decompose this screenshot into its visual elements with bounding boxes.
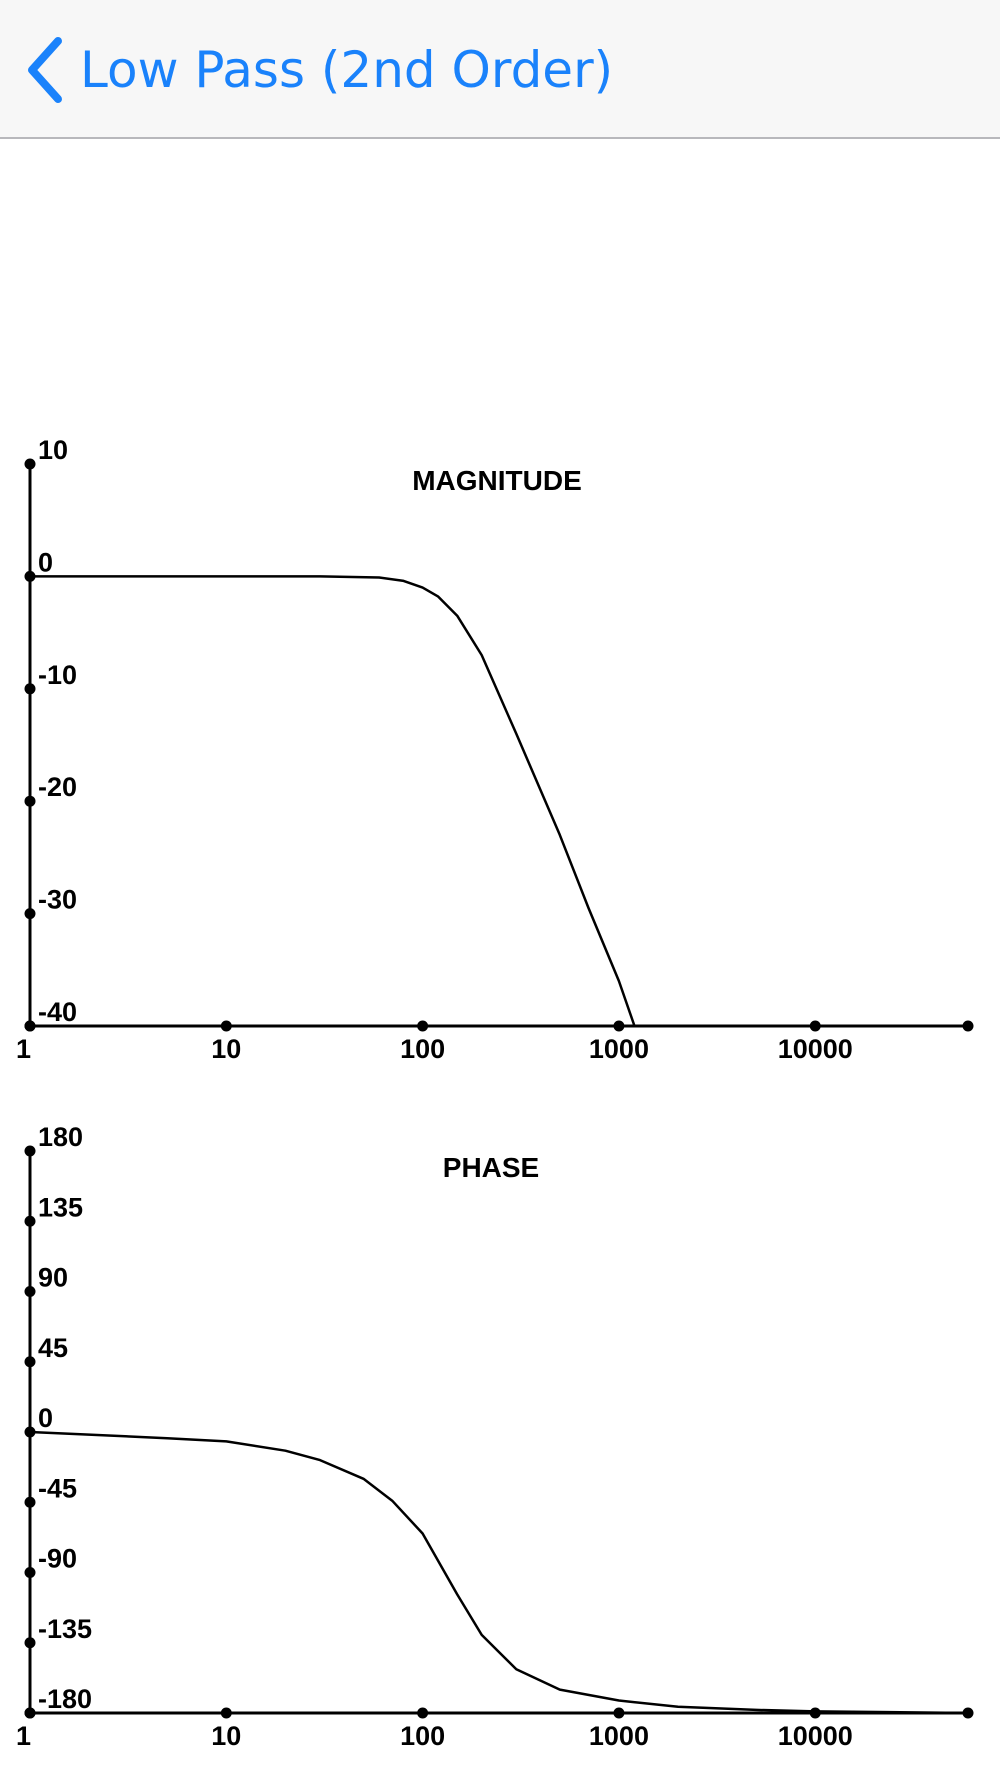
phase-y-tick xyxy=(24,1496,36,1508)
magnitude-x-tick xyxy=(962,1020,974,1032)
magnitude-y-tick-label: 10 xyxy=(38,435,68,465)
phase-x-tick-label: 1 xyxy=(16,1721,31,1751)
phase-y-tick xyxy=(24,1637,36,1649)
phase-y-tick-label: 135 xyxy=(38,1192,83,1222)
magnitude-x-tick xyxy=(417,1020,429,1032)
phase-x-tick-label: 10000 xyxy=(778,1721,853,1751)
magnitude-y-tick xyxy=(24,795,36,807)
phase-y-tick xyxy=(24,1356,36,1368)
phase-y-tick-label: -45 xyxy=(38,1473,77,1503)
phase-y-tick-label: 45 xyxy=(38,1333,68,1363)
magnitude-y-tick xyxy=(24,908,36,920)
magnitude-x-tick-label: 100 xyxy=(400,1034,445,1064)
phase-y-tick-label: -135 xyxy=(38,1614,92,1644)
chevron-left-icon xyxy=(28,37,62,103)
phase-x-tick xyxy=(24,1707,36,1719)
phase-y-tick-label: -180 xyxy=(38,1684,92,1714)
magnitude-x-tick xyxy=(220,1020,232,1032)
phase-y-tick-label: 90 xyxy=(38,1263,68,1293)
phase-x-tick xyxy=(809,1707,821,1719)
phase-y-tick-label: 180 xyxy=(38,1122,83,1152)
phase-y-tick xyxy=(24,1215,36,1227)
back-button[interactable]: Low Pass (2nd Order) xyxy=(24,30,613,110)
magnitude-x-tick xyxy=(809,1020,821,1032)
phase-x-tick xyxy=(613,1707,625,1719)
magnitude-x-tick xyxy=(613,1020,625,1032)
phase-y-tick xyxy=(24,1145,36,1157)
phase-x-tick-label: 10 xyxy=(211,1721,241,1751)
magnitude-x-tick-label: 10000 xyxy=(778,1034,853,1064)
magnitude-x-tick xyxy=(24,1020,36,1032)
magnitude-y-tick xyxy=(24,683,36,695)
phase-title: PHASE xyxy=(443,1152,539,1183)
magnitude-y-tick-label: -10 xyxy=(38,660,77,690)
magnitude-y-tick-label: 0 xyxy=(38,547,53,577)
magnitude-x-tick-label: 1 xyxy=(16,1034,31,1064)
phase-x-tick xyxy=(220,1707,232,1719)
nav-title: Low Pass (2nd Order) xyxy=(80,41,614,99)
magnitude-y-tick-label: -30 xyxy=(38,885,77,915)
phase-y-tick-label: 0 xyxy=(38,1403,53,1433)
magnitude-y-tick-label: -40 xyxy=(38,997,77,1027)
magnitude-title: MAGNITUDE xyxy=(412,465,582,496)
magnitude-y-tick xyxy=(24,458,36,470)
magnitude-x-tick-label: 1000 xyxy=(589,1034,649,1064)
magnitude-x-tick-label: 10 xyxy=(211,1034,241,1064)
phase-x-tick xyxy=(417,1707,429,1719)
phase-y-tick xyxy=(24,1567,36,1578)
magnitude-y-tick-label: -20 xyxy=(38,772,77,802)
phase-y-tick xyxy=(24,1286,36,1297)
phase-series-line xyxy=(29,1430,969,1715)
phase-y-tick-label: -90 xyxy=(38,1544,77,1574)
phase-x-tick-label: 1000 xyxy=(589,1721,649,1751)
navigation-bar: Low Pass (2nd Order) xyxy=(0,0,1000,139)
magnitude-series-line xyxy=(30,575,636,1027)
phase-x-tick-label: 100 xyxy=(400,1721,445,1751)
